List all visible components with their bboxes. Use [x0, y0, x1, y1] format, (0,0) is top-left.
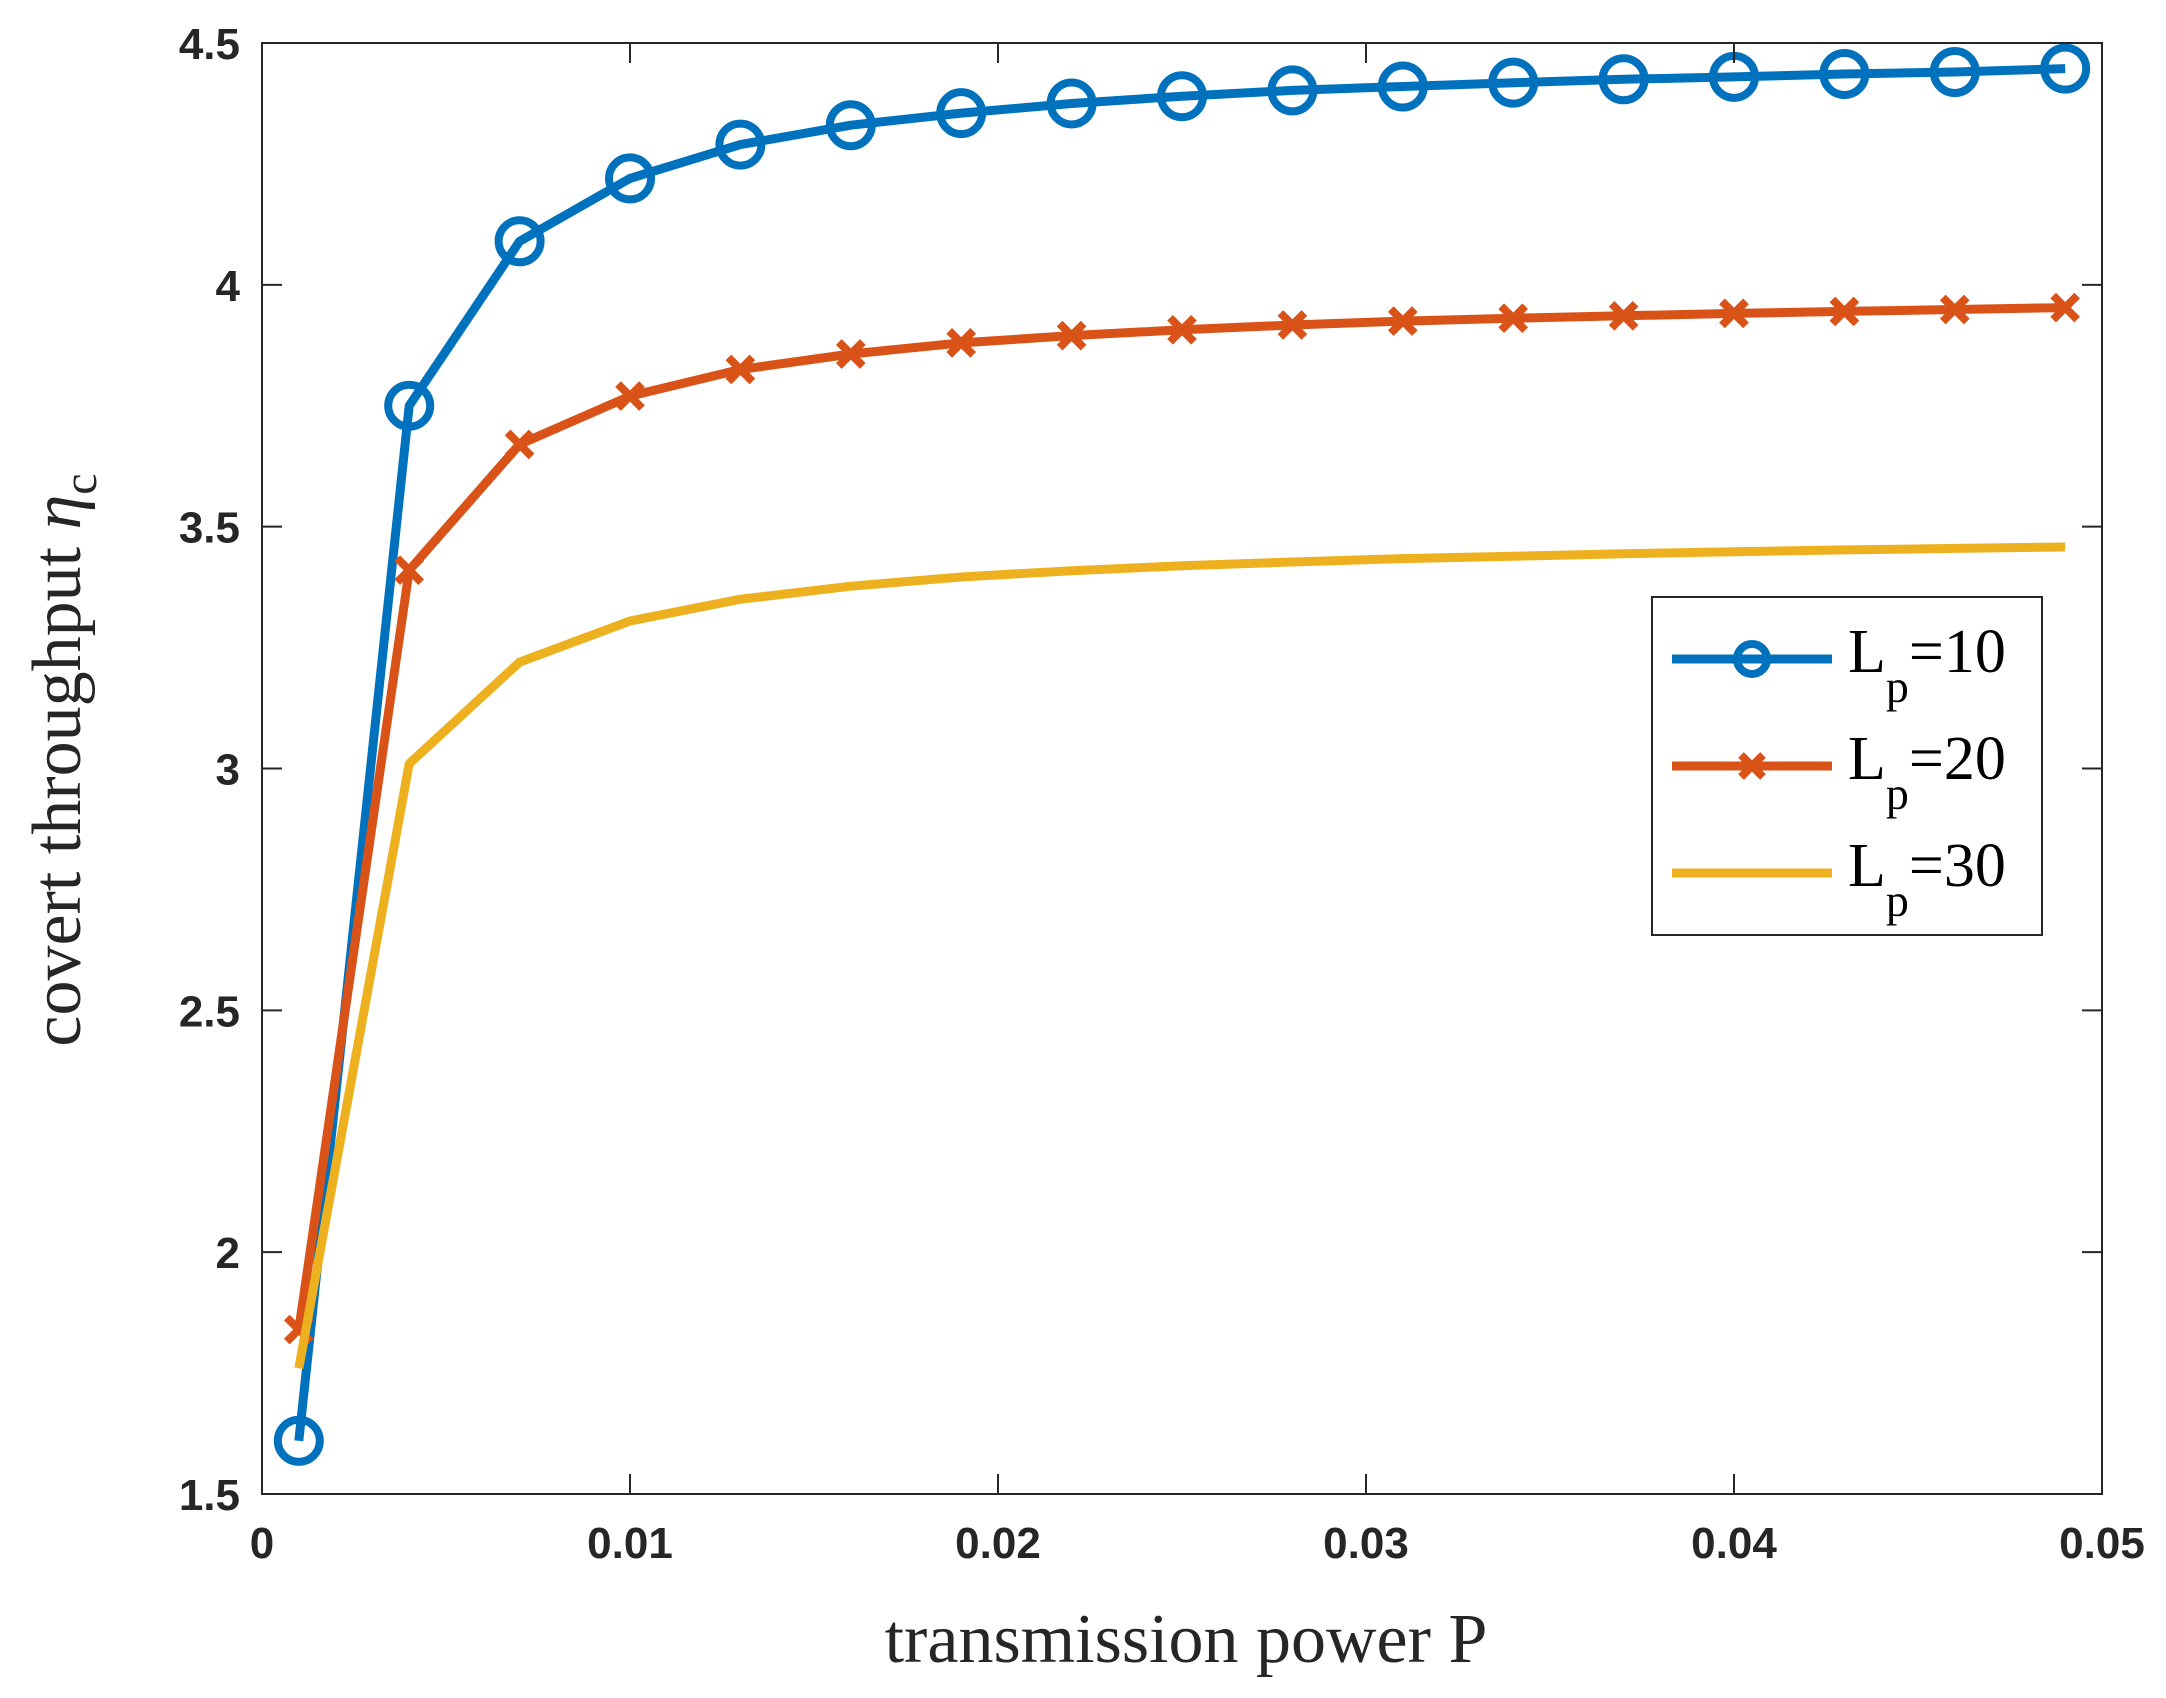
data-point — [1608, 300, 1639, 331]
data-point — [605, 153, 655, 204]
data-point — [715, 119, 766, 170]
x-tick-label: 0.04 — [1691, 1519, 1777, 1568]
data-point — [1939, 294, 1970, 325]
x-tick-label: 0.02 — [955, 1519, 1041, 1568]
data-point — [825, 100, 876, 151]
x-axis-label: transmission power P — [885, 1601, 1488, 1678]
y-tick-label: 1.5 — [179, 1471, 240, 1520]
data-point — [1167, 314, 1197, 345]
data-point — [273, 1415, 324, 1466]
legend-entry-3: Lp=30 — [1672, 832, 2006, 926]
y-tick-label: 4.5 — [179, 20, 240, 69]
y-tick-label: 3 — [216, 746, 240, 795]
legend-marker-x — [1738, 752, 1766, 780]
data-point — [1598, 54, 1649, 105]
series-line-3 — [294, 542, 2066, 1370]
data-point — [1498, 303, 1529, 334]
ticks-layer: 0 0.01 0.02 0.03 0.04 0.05 1.5 2 2.5 3 3.5 4 4.5 — [179, 20, 2145, 1568]
data-point — [835, 339, 866, 369]
y-tick-label: 2.5 — [179, 987, 240, 1036]
legend-marker-circle — [1733, 640, 1771, 678]
x-tick-label: 0.01 — [587, 1519, 673, 1568]
data-point — [1819, 48, 1870, 99]
x-tick-label: 0 — [250, 1519, 274, 1568]
plot-frame — [261, 42, 2103, 1495]
data-point — [1157, 71, 1207, 122]
data-point — [1277, 310, 1308, 340]
data-point — [494, 216, 545, 267]
series-2 — [283, 292, 2081, 1345]
data-point — [1929, 47, 1980, 98]
data-point — [1387, 306, 1418, 336]
data-point — [1046, 78, 1097, 129]
data-point — [1267, 65, 1318, 116]
data-point — [1719, 298, 1749, 329]
y-tick-label: 2 — [216, 1229, 240, 1278]
legend-label-2: Lp=20 — [1848, 725, 2006, 819]
y-axis-label-text: covert throughput — [19, 529, 96, 1046]
data-point — [504, 429, 535, 460]
data-point — [615, 381, 645, 411]
y-axis-label-symbol: η — [19, 495, 96, 530]
data-point — [1377, 61, 1428, 112]
data-point — [1829, 296, 1860, 327]
legend: Lp=10 Lp=20 Lp=30 — [1651, 596, 2043, 936]
y-axis-label-subscript: c — [54, 473, 107, 494]
legend-entry-2: Lp=20 — [1672, 725, 2006, 819]
y-axis-label: covert throughput ηc — [19, 473, 107, 1046]
series-line-1 — [294, 64, 2066, 1442]
series-3 — [294, 542, 2066, 1370]
series-layer — [273, 43, 2091, 1466]
data-point — [1056, 320, 1087, 351]
legend-label-1: Lp=10 — [1848, 618, 2006, 712]
data-point — [725, 354, 756, 385]
x-tick-label: 0.03 — [1323, 1519, 1409, 1568]
data-point — [2050, 292, 2081, 323]
data-point — [2040, 43, 2091, 94]
data-point — [936, 88, 987, 139]
data-point — [394, 555, 425, 586]
data-point — [1488, 57, 1539, 108]
series-1 — [273, 43, 2091, 1466]
y-tick-label: 4 — [216, 262, 241, 311]
y-tick-label: 3.5 — [179, 504, 240, 553]
x-tick-label: 0.05 — [2059, 1519, 2145, 1568]
legend-label-3: Lp=30 — [1848, 832, 2006, 926]
legend-entry-1: Lp=10 — [1672, 618, 2006, 712]
data-point — [384, 380, 435, 431]
data-point — [946, 328, 977, 358]
